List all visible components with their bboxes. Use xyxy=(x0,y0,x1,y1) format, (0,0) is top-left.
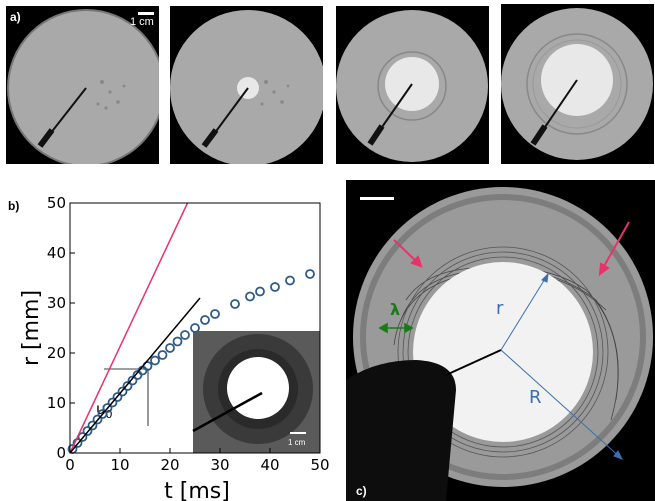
data-point xyxy=(157,350,168,360)
data-point xyxy=(97,409,108,419)
inset-image: 1 cm xyxy=(192,331,320,453)
panel-c-label: c) xyxy=(356,484,367,498)
y-tick-label: 30 xyxy=(47,294,66,312)
scale-bar xyxy=(138,12,154,15)
data-point xyxy=(77,432,88,442)
data-point xyxy=(270,282,280,292)
slope-label: u0 xyxy=(96,400,113,421)
x-tick-label: 20 xyxy=(160,456,179,474)
data-point xyxy=(127,375,138,386)
data-point xyxy=(255,286,265,297)
axes-frame xyxy=(69,202,321,454)
x-axis-label: t [ms] xyxy=(164,479,230,501)
data-point xyxy=(112,392,123,402)
y-tick-label: 50 xyxy=(47,194,66,212)
data-point xyxy=(117,386,128,397)
frame-4-image xyxy=(501,8,653,160)
data-point xyxy=(200,315,210,325)
radius-arrows xyxy=(500,272,624,460)
panel-c-scale-bar xyxy=(360,197,394,200)
x-tick-label: 50 xyxy=(310,456,329,474)
plot-area xyxy=(67,202,315,454)
panel-c-photo: 2cm λ r R c) xyxy=(346,180,655,501)
fit-line-2 xyxy=(69,297,201,454)
data-point xyxy=(102,403,113,413)
data-point xyxy=(190,323,200,333)
data-point xyxy=(305,269,315,279)
fit-line-1 xyxy=(69,202,189,454)
data-point xyxy=(245,291,255,302)
slope-triangle xyxy=(104,368,149,426)
data-point xyxy=(230,299,240,309)
y-axis-label: r [mm] xyxy=(19,290,44,366)
r-label: r xyxy=(496,298,504,319)
data-point xyxy=(210,309,220,319)
data-point xyxy=(107,397,118,408)
scale-bar-label: 1 cm xyxy=(130,16,154,28)
x-tick-label: 10 xyxy=(110,456,129,474)
data-point xyxy=(180,330,190,340)
panel-c-scale-label: 2cm xyxy=(368,206,393,221)
panel-c-image xyxy=(346,187,653,501)
lambda-label: λ xyxy=(390,300,401,319)
panel-a-label: a) xyxy=(10,10,21,24)
inset-needle xyxy=(192,391,263,433)
y-tick-label: 10 xyxy=(47,394,66,412)
big-r-label: R xyxy=(529,387,542,408)
chart-b: b) 1 cm u0 0 10 20 30 40 50 0 10 20 30 40 50 t [ms]… xyxy=(8,194,330,501)
panel-a-frame-4 xyxy=(501,4,654,164)
data-point xyxy=(72,438,83,448)
data-point xyxy=(165,343,175,353)
ticks: 0 10 20 30 40 50 0 10 20 30 40 50 xyxy=(47,194,330,474)
red-arrows xyxy=(393,221,630,277)
data-point xyxy=(87,420,98,431)
data-point xyxy=(285,275,295,286)
lambda-arrow xyxy=(378,322,414,334)
x-tick-label: 40 xyxy=(260,456,279,474)
panel-b-label: b) xyxy=(8,199,19,213)
panel-a-frame-3 xyxy=(336,6,489,164)
frame-3-image xyxy=(336,10,488,162)
inset-scale-bar xyxy=(290,432,306,434)
y-tick-label: 20 xyxy=(47,344,66,362)
data-point xyxy=(82,426,93,436)
x-tick-label: 30 xyxy=(210,456,229,474)
panel-a-frame-1: a) 1 cm xyxy=(6,6,159,164)
y-tick-label: 0 xyxy=(56,444,66,462)
frame-1-image xyxy=(7,9,159,164)
data-point xyxy=(150,355,160,366)
panel-a-frame-2 xyxy=(170,6,323,164)
inset-scale-bar-label: 1 cm xyxy=(288,438,306,447)
y-tick-label: 40 xyxy=(47,244,66,262)
data-point xyxy=(92,414,103,425)
frame-2-image xyxy=(170,10,323,164)
data-point xyxy=(122,381,133,391)
x-tick-label: 0 xyxy=(65,456,75,474)
data-point xyxy=(172,336,183,347)
